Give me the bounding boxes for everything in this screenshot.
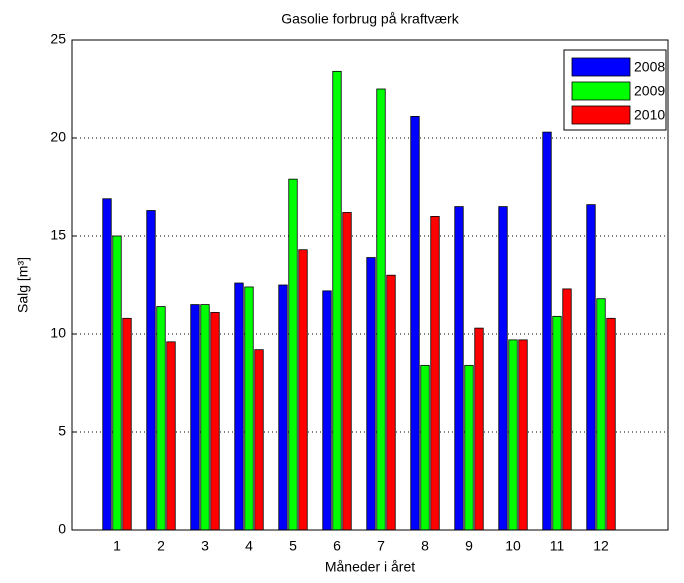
legend-label: 2008 [634, 59, 665, 75]
bar [420, 364, 430, 531]
bar [190, 304, 200, 531]
bar [410, 116, 420, 531]
x-tick-label: 5 [289, 538, 297, 554]
bar [430, 215, 440, 531]
bar [498, 206, 508, 531]
bar [200, 304, 210, 531]
bar [156, 306, 166, 531]
x-tick-label: 8 [421, 538, 429, 554]
y-tick-label: 15 [50, 227, 66, 243]
y-tick-label: 20 [50, 129, 66, 145]
bar [332, 70, 342, 531]
y-tick-label: 0 [58, 521, 66, 537]
x-tick-label: 10 [505, 538, 521, 554]
bar [474, 327, 484, 531]
bar [210, 312, 220, 531]
chart-title: Gasolie forbrug på kraftværk [281, 11, 459, 27]
bar [254, 349, 264, 531]
legend-swatch [571, 57, 631, 77]
bar [146, 210, 156, 531]
bar [298, 249, 308, 531]
y-tick-label: 10 [50, 325, 66, 341]
y-axis-label: Salg [m³] [15, 257, 31, 313]
y-tick-label: 5 [58, 423, 66, 439]
bar [366, 257, 376, 531]
x-tick-label: 3 [201, 538, 209, 554]
x-axis-label: Måneder i året [325, 559, 415, 575]
legend-label: 2010 [634, 107, 665, 123]
bar [596, 298, 606, 531]
x-tick-label: 4 [245, 538, 253, 554]
x-tick-label: 7 [377, 538, 385, 554]
bar [278, 284, 288, 531]
bar [288, 178, 298, 531]
bar [234, 282, 244, 531]
bar [562, 288, 572, 531]
bar [322, 290, 332, 531]
bar [102, 198, 112, 531]
axes-box [71, 39, 669, 531]
x-tick-label: 6 [333, 538, 341, 554]
bar [386, 274, 396, 531]
x-tick-label: 9 [465, 538, 473, 554]
bar [166, 341, 176, 531]
bar [552, 315, 562, 531]
bar [112, 235, 122, 531]
y-tick-label: 25 [50, 31, 66, 47]
bar [464, 364, 474, 531]
bar [376, 88, 386, 531]
x-tick-label: 11 [550, 538, 565, 554]
bar [508, 339, 518, 531]
legend-swatch [571, 81, 631, 101]
legend-label: 2009 [634, 83, 665, 99]
bar [606, 317, 616, 531]
bar [244, 286, 254, 531]
bar [542, 131, 552, 531]
x-tick-label: 12 [593, 538, 609, 554]
bar [122, 317, 132, 531]
bar [342, 212, 352, 531]
bar [518, 339, 528, 531]
x-tick-label: 2 [157, 538, 165, 554]
legend-swatch [571, 105, 631, 125]
bar [454, 206, 464, 531]
x-tick-label: 1 [113, 538, 121, 554]
bar [586, 204, 596, 531]
